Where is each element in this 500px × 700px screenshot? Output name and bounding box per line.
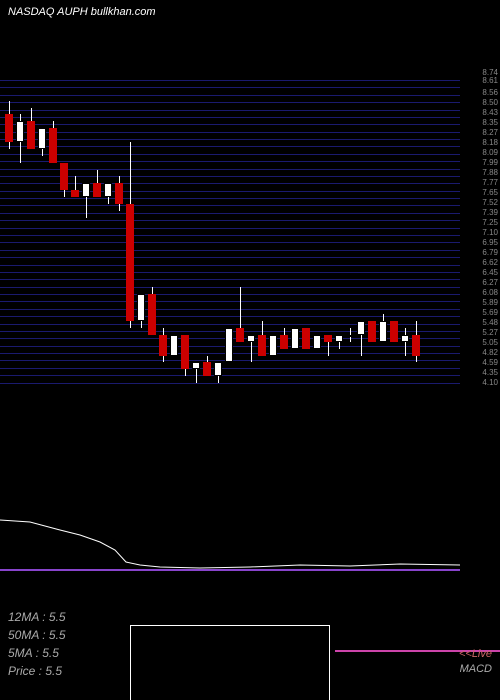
ma12-value: 12MA : 5.5 [8,608,66,626]
live-label: <<Live [459,648,492,660]
macd-line [0,520,460,568]
macd-label: MACD [460,663,492,675]
price-chart [0,80,460,390]
chart-title: NASDAQ AUPH bullkhan.com [8,6,156,18]
ma50-value: 50MA : 5.5 [8,626,66,644]
bottom-panel-box [130,625,330,700]
candlestick-series [0,80,460,390]
indicator-info: 12MA : 5.5 50MA : 5.5 5MA : 5.5 Price : … [8,608,66,680]
ma5-value: 5MA : 5.5 [8,644,66,662]
macd-panel [0,440,460,580]
price-y-axis: 8.748.618.568.508.438.358.278.188.097.99… [462,80,498,390]
price-value: Price : 5.5 [8,662,66,680]
